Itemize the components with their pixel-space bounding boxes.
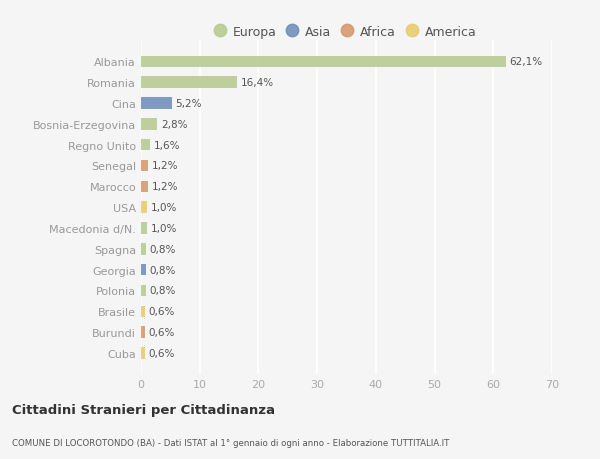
- Text: 0,6%: 0,6%: [148, 307, 175, 317]
- Text: 1,6%: 1,6%: [154, 140, 181, 150]
- Bar: [141, 327, 145, 338]
- Bar: [141, 285, 146, 297]
- Bar: [141, 202, 147, 213]
- Text: 62,1%: 62,1%: [509, 57, 542, 67]
- Text: 1,0%: 1,0%: [151, 224, 177, 234]
- Bar: [141, 306, 145, 317]
- Bar: [141, 244, 146, 255]
- Text: COMUNE DI LOCOROTONDO (BA) - Dati ISTAT al 1° gennaio di ogni anno - Elaborazion: COMUNE DI LOCOROTONDO (BA) - Dati ISTAT …: [12, 438, 449, 447]
- Text: 1,2%: 1,2%: [152, 182, 178, 192]
- Text: 16,4%: 16,4%: [241, 78, 274, 88]
- Bar: [141, 98, 172, 109]
- Text: 2,8%: 2,8%: [161, 119, 187, 129]
- Bar: [141, 56, 506, 68]
- Bar: [141, 264, 146, 276]
- Text: Cittadini Stranieri per Cittadinanza: Cittadini Stranieri per Cittadinanza: [12, 403, 275, 416]
- Text: 5,2%: 5,2%: [175, 99, 202, 109]
- Text: 0,8%: 0,8%: [149, 244, 176, 254]
- Text: 0,8%: 0,8%: [149, 286, 176, 296]
- Text: 0,6%: 0,6%: [148, 327, 175, 337]
- Bar: [141, 347, 145, 359]
- Bar: [141, 160, 148, 172]
- Text: 1,2%: 1,2%: [152, 161, 178, 171]
- Text: 0,8%: 0,8%: [149, 265, 176, 275]
- Text: 1,0%: 1,0%: [151, 203, 177, 213]
- Bar: [141, 119, 157, 130]
- Bar: [141, 223, 147, 234]
- Bar: [141, 77, 237, 89]
- Legend: Europa, Asia, Africa, America: Europa, Asia, Africa, America: [211, 21, 482, 44]
- Bar: [141, 140, 151, 151]
- Text: 0,6%: 0,6%: [148, 348, 175, 358]
- Bar: [141, 181, 148, 193]
